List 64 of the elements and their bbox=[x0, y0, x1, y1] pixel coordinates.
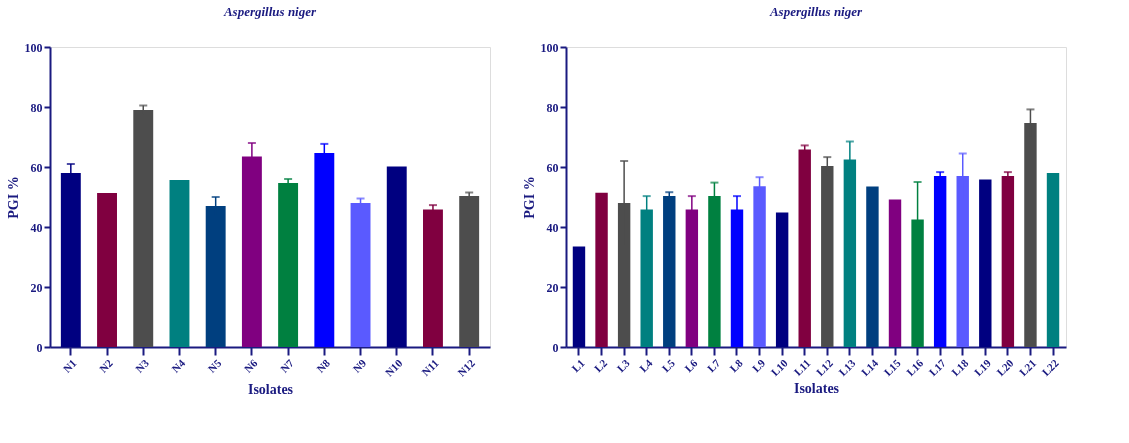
bar bbox=[350, 203, 371, 347]
x-tick-label: L15 bbox=[881, 356, 904, 379]
x-tick-label: L13 bbox=[836, 356, 858, 379]
x-tick-label: L19 bbox=[971, 356, 994, 379]
y-tick-label: 20 bbox=[30, 280, 43, 295]
x-tick-label: L14 bbox=[858, 356, 881, 379]
x-axis-title: Isolates bbox=[793, 381, 840, 397]
x-tick-label: L7 bbox=[704, 356, 723, 375]
x-tick-label: L10 bbox=[768, 356, 791, 379]
bar bbox=[979, 179, 992, 347]
x-tick-label: L18 bbox=[949, 356, 971, 379]
y-tick-label: 80 bbox=[30, 100, 43, 115]
y-tick-label: 60 bbox=[30, 160, 43, 175]
bar bbox=[1046, 173, 1060, 347]
x-tick-label: L2 bbox=[591, 356, 610, 375]
bar bbox=[133, 110, 154, 347]
chart-title: Aspergillus niger bbox=[222, 4, 317, 19]
x-tick-label: N7 bbox=[277, 356, 297, 375]
bar bbox=[888, 199, 902, 347]
y-tick-label: 20 bbox=[546, 280, 559, 295]
x-tick-label: L4 bbox=[636, 356, 655, 375]
x-tick-label: N4 bbox=[169, 356, 188, 375]
x-tick-label: L17 bbox=[926, 356, 949, 379]
bar bbox=[775, 212, 789, 347]
x-tick-label: N11 bbox=[419, 356, 441, 379]
x-tick-label: L16 bbox=[903, 356, 926, 379]
bar bbox=[572, 246, 586, 347]
x-axis-title: Isolates bbox=[247, 381, 294, 397]
x-tick-label: L9 bbox=[749, 356, 768, 375]
x-tick-label: L12 bbox=[813, 356, 836, 379]
x-tick-label: L1 bbox=[569, 356, 587, 375]
x-tick-label: L20 bbox=[994, 356, 1016, 379]
x-tick-label: N9 bbox=[350, 356, 369, 375]
y-tick-label: 80 bbox=[546, 100, 559, 115]
x-tick-label: N12 bbox=[455, 356, 478, 379]
x-tick-label: N1 bbox=[60, 356, 79, 375]
y-tick-label: 100 bbox=[24, 40, 43, 55]
x-tick-label: L21 bbox=[1016, 356, 1039, 379]
y-tick-label: 0 bbox=[552, 340, 559, 355]
x-tick-label: N8 bbox=[314, 356, 333, 375]
y-tick-label: 100 bbox=[540, 40, 559, 55]
x-tick-label: N6 bbox=[241, 356, 261, 375]
x-tick-label: N5 bbox=[205, 356, 224, 375]
y-tick-label: 0 bbox=[36, 340, 43, 355]
bar bbox=[169, 179, 190, 347]
bar bbox=[866, 186, 879, 347]
y-axis-title: PGI % bbox=[5, 176, 21, 219]
bar bbox=[595, 192, 608, 347]
chart-title: Aspergillus niger bbox=[768, 4, 863, 19]
x-tick-label: L6 bbox=[682, 356, 700, 375]
y-tick-label: 40 bbox=[546, 220, 559, 235]
x-tick-label: L8 bbox=[727, 356, 746, 375]
x-tick-label: L3 bbox=[614, 356, 633, 375]
y-tick-label: 60 bbox=[546, 160, 559, 175]
bar bbox=[97, 193, 117, 347]
y-axis-title: PGI % bbox=[521, 176, 537, 219]
x-tick-label: N2 bbox=[96, 356, 116, 375]
x-tick-label: L5 bbox=[659, 356, 678, 375]
bar bbox=[386, 166, 407, 347]
x-tick-label: L22 bbox=[1039, 356, 1062, 379]
x-tick-label: N10 bbox=[382, 356, 405, 379]
x-tick-label: L11 bbox=[791, 356, 813, 378]
x-tick-label: N3 bbox=[133, 356, 152, 375]
y-tick-label: 40 bbox=[30, 220, 43, 235]
